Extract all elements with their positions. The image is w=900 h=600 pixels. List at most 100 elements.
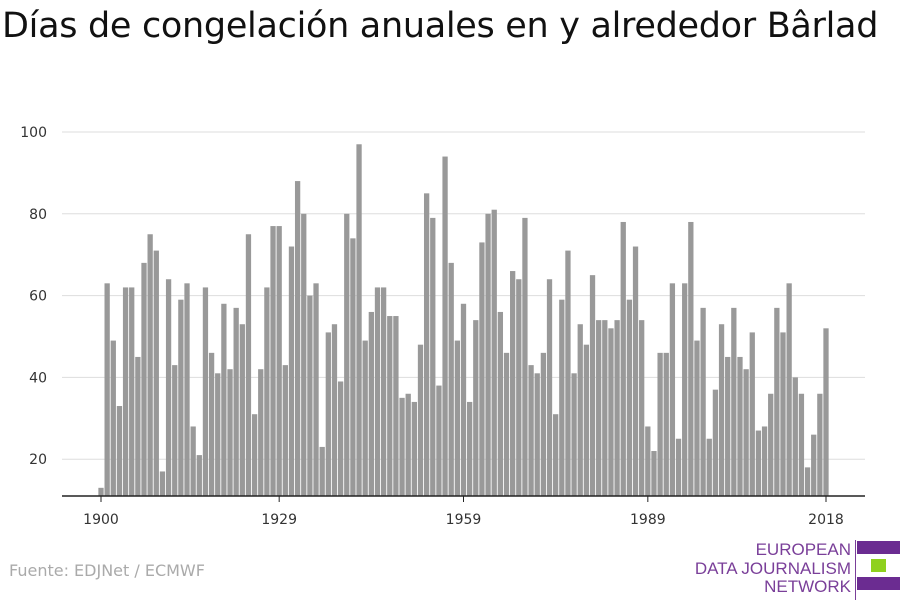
x-tick-label: 1989 xyxy=(630,512,666,528)
bar xyxy=(172,365,178,496)
bar xyxy=(233,307,239,496)
bar xyxy=(129,287,135,496)
bar xyxy=(589,275,596,496)
bar xyxy=(147,234,153,496)
bar xyxy=(301,213,307,496)
bar xyxy=(516,279,522,496)
bar xyxy=(135,356,141,496)
bar xyxy=(725,356,731,496)
bar xyxy=(780,332,786,496)
bar xyxy=(153,250,159,496)
bar xyxy=(362,340,368,496)
bar xyxy=(614,320,620,496)
logo-bar-bottom xyxy=(857,577,900,590)
bar xyxy=(565,250,571,496)
bar xyxy=(239,324,245,496)
logo-divider xyxy=(855,540,856,600)
bar xyxy=(700,307,706,496)
bar xyxy=(337,381,344,496)
bar xyxy=(559,299,565,496)
bar xyxy=(460,303,467,496)
bar xyxy=(675,438,682,496)
bar xyxy=(350,238,356,496)
bar xyxy=(768,393,774,496)
bar xyxy=(546,279,553,496)
bar xyxy=(473,320,479,496)
bar xyxy=(712,389,719,496)
bar xyxy=(479,242,485,496)
logo-text-network: NETWORK xyxy=(764,577,851,596)
bar xyxy=(387,316,393,496)
bar xyxy=(430,217,436,496)
bar xyxy=(405,393,411,496)
bar xyxy=(116,406,123,496)
bar xyxy=(307,295,313,496)
bar xyxy=(264,287,270,496)
bar xyxy=(792,377,798,496)
bar xyxy=(454,340,460,496)
y-tick-label: 100 xyxy=(20,125,47,141)
bar xyxy=(110,340,116,496)
bar xyxy=(288,246,295,496)
bar xyxy=(98,487,104,496)
y-tick-label: 80 xyxy=(29,207,47,223)
bar xyxy=(645,426,651,496)
bar xyxy=(761,426,768,496)
x-tick-label: 1900 xyxy=(83,512,119,528)
bar xyxy=(344,213,350,496)
logo-bar-top xyxy=(857,541,900,554)
bar xyxy=(356,144,362,497)
bar xyxy=(208,352,215,496)
bar xyxy=(657,352,663,496)
bar xyxy=(583,344,590,496)
bar xyxy=(221,303,227,496)
bar xyxy=(165,279,172,496)
logo-text-data-journalism: DATA JOURNALISM xyxy=(694,559,851,578)
bar xyxy=(682,283,688,496)
x-tick-label: 1929 xyxy=(261,512,297,528)
bar xyxy=(122,287,129,496)
bar xyxy=(743,369,749,496)
bar xyxy=(467,401,473,496)
bar xyxy=(294,181,301,496)
bar xyxy=(663,352,669,496)
bar xyxy=(325,332,331,496)
y-tick-label: 40 xyxy=(29,370,47,386)
bar xyxy=(620,221,626,496)
bar xyxy=(196,455,202,496)
bar xyxy=(485,213,491,496)
bar xyxy=(811,434,817,496)
bar xyxy=(823,328,829,496)
bar xyxy=(503,352,510,496)
bar xyxy=(313,283,319,496)
y-tick-label: 20 xyxy=(29,452,47,468)
bar xyxy=(282,365,288,496)
bar xyxy=(534,373,540,496)
bar xyxy=(331,324,338,496)
bar xyxy=(651,451,657,496)
bar xyxy=(602,320,608,496)
bar xyxy=(577,324,583,496)
bar xyxy=(706,438,712,496)
bar xyxy=(393,316,399,496)
bar xyxy=(755,430,762,496)
bar xyxy=(817,393,823,496)
x-tick-label: 2018 xyxy=(808,512,844,528)
bar xyxy=(399,397,405,496)
bar xyxy=(786,283,792,496)
bar xyxy=(448,262,454,496)
chart-title: Días de congelación anuales en y alreded… xyxy=(2,6,879,46)
bar xyxy=(380,287,387,496)
bar xyxy=(251,414,258,496)
bar xyxy=(436,385,442,496)
bar xyxy=(319,446,325,496)
bar xyxy=(632,246,639,496)
bar xyxy=(104,283,110,496)
bar xyxy=(442,156,448,497)
bar xyxy=(276,226,282,496)
bar-series xyxy=(98,144,829,497)
source-note: Fuente: EDJNet / ECMWF xyxy=(9,561,205,580)
bar xyxy=(270,226,276,496)
y-tick-label: 60 xyxy=(29,289,47,305)
